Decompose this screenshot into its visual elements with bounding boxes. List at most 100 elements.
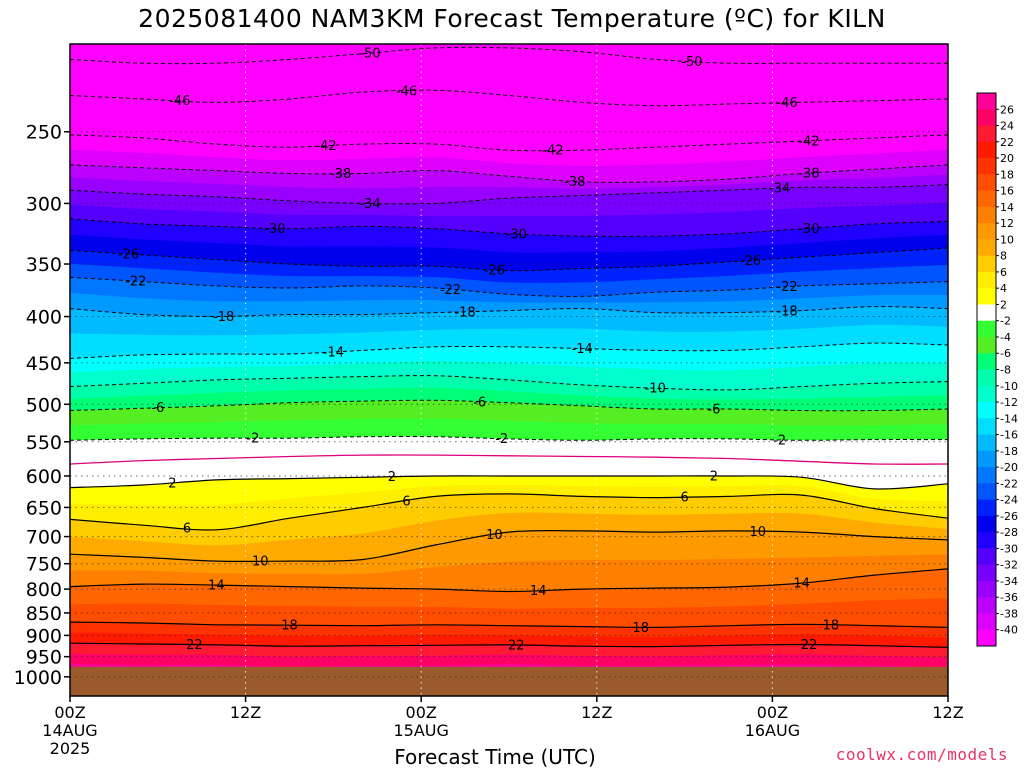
isotherm-label--38: -38 xyxy=(564,175,585,190)
isotherm-label--2: -2 xyxy=(246,432,259,447)
isotherm-label--46: -46 xyxy=(396,85,417,100)
x-tick-label: 00Z xyxy=(757,703,788,722)
isotherm-label-text: 14 xyxy=(793,577,810,592)
isotherm-label-22: 22 xyxy=(801,638,818,653)
isotherm-18 xyxy=(70,621,948,629)
isotherm-label-text: -18 xyxy=(776,304,797,319)
isotherm-label-text: -6 xyxy=(707,402,720,417)
colorbar-label: -16 xyxy=(1000,429,1018,442)
isotherm-label-text: 18 xyxy=(632,621,649,636)
x-tick-label: 15AUG xyxy=(393,721,448,740)
ground-fill xyxy=(70,666,948,696)
isotherm-label--26: -26 xyxy=(118,248,139,263)
colorbar-label: -14 xyxy=(1000,412,1018,425)
isotherm-label-text: -30 xyxy=(506,227,527,242)
colorbar-swatch xyxy=(977,532,996,549)
isotherm-label-text: -14 xyxy=(323,345,344,360)
isotherm-label--30: -30 xyxy=(506,227,527,242)
colorbar-swatch xyxy=(977,467,996,484)
isotherm-label-10: 10 xyxy=(252,555,269,570)
colorbar-swatch xyxy=(977,93,996,110)
isotherm-label-text: 6 xyxy=(680,491,688,506)
colorbar-swatch xyxy=(977,483,996,501)
colorbar-label: -36 xyxy=(1000,591,1018,604)
x-tick-label: 14AUG xyxy=(42,721,97,740)
isotherm-label-text: -26 xyxy=(118,248,139,263)
chart-title: 2025081400 NAM3KM Forecast Temperature (… xyxy=(138,4,886,33)
isotherm-label--26: -26 xyxy=(484,263,505,278)
isotherm-label--50: -50 xyxy=(359,47,380,62)
colorbar-label: -30 xyxy=(1000,542,1018,555)
colorbar-swatch xyxy=(977,255,996,273)
colorbar-label: -24 xyxy=(1000,494,1018,507)
isotherm-label--2: -2 xyxy=(773,433,786,448)
colorbar-swatch xyxy=(977,271,996,289)
colorbar-swatch xyxy=(977,629,996,647)
isotherm-label--34: -34 xyxy=(769,182,790,197)
x-tick-label: 2025 xyxy=(50,739,91,758)
isotherm-label-10: 10 xyxy=(749,525,766,540)
colorbar-swatch xyxy=(977,353,996,370)
colorbar-label: -18 xyxy=(1000,445,1018,458)
colorbar-swatch xyxy=(977,336,996,354)
y-axis: 2503003504004505005506006507007508008509… xyxy=(14,122,70,689)
isotherm-label-layer: -50 -50 -46 -46 -46 -42 -42 -42 -38 -38 -38 -34 -34 -… xyxy=(118,47,839,654)
isotherm-label-18: 18 xyxy=(632,621,649,636)
isotherm-label--22: -22 xyxy=(125,275,146,290)
isotherm-label-text: 2 xyxy=(710,469,718,484)
y-tick-label: 900 xyxy=(26,625,62,647)
isotherm-label--14: -14 xyxy=(572,342,593,357)
colorbar-label: 2 xyxy=(1000,298,1007,311)
isotherm-label-text: -46 xyxy=(396,85,417,100)
isotherm-label-2: 2 xyxy=(388,470,396,485)
isotherm-label-text: 6 xyxy=(402,494,410,509)
isotherm-label-18: 18 xyxy=(281,619,298,634)
colorbar-label: 20 xyxy=(1000,152,1014,165)
isotherm-label-text: 22 xyxy=(508,639,525,654)
ground-layer xyxy=(70,666,948,696)
y-tick-label: 850 xyxy=(26,603,62,625)
y-tick-label: 950 xyxy=(26,647,62,669)
isotherm-label--22: -22 xyxy=(440,283,461,298)
x-axis-label: Forecast Time (UTC) xyxy=(394,745,596,769)
colorbar-label: -8 xyxy=(1000,364,1011,377)
colorbar-label: 6 xyxy=(1000,266,1007,279)
isotherm-label-text: -26 xyxy=(484,263,505,278)
isotherm-label--6: -6 xyxy=(151,401,164,416)
credit-text[interactable]: coolwx.com/models xyxy=(835,745,1008,764)
isotherm-label-text: -46 xyxy=(776,96,797,111)
isotherm-label-text: 10 xyxy=(749,525,766,540)
isotherm-label-text: -38 xyxy=(330,167,351,182)
isotherm-label-text: -10 xyxy=(645,382,666,397)
colorbar-label: 14 xyxy=(1000,201,1014,214)
colorbar: 26 24 22 20 18 16 14 12 10 8 6 4 2 -2 -4 -6 -8 -10 -12 -14 -… xyxy=(976,92,1018,647)
isotherm-label--30: -30 xyxy=(264,222,285,237)
colorbar-label: 4 xyxy=(1000,282,1007,295)
isotherm-label-text: -42 xyxy=(542,144,563,159)
colorbar-label: -2 xyxy=(1000,315,1011,328)
isotherm-label-text: 10 xyxy=(486,528,503,543)
y-tick-label: 700 xyxy=(26,527,62,549)
colorbar-label: -4 xyxy=(1000,331,1011,344)
isotherm-label-text: 22 xyxy=(186,638,203,653)
isotherm-label-22: 22 xyxy=(186,638,203,653)
x-tick-label: 12Z xyxy=(230,703,261,722)
isotherm-label-text: -2 xyxy=(773,433,786,448)
isotherm-label-text: 14 xyxy=(208,579,225,594)
isotherm-label-text: -22 xyxy=(776,280,797,295)
isotherm-label--34: -34 xyxy=(359,197,380,212)
isotherm-label-2: 2 xyxy=(168,476,176,491)
isotherm-label--42: -42 xyxy=(542,144,563,159)
x-tick-label: 12Z xyxy=(932,703,963,722)
isotherm-label-text: 10 xyxy=(252,555,269,570)
colorbar-label: -22 xyxy=(1000,477,1018,490)
isotherm-label-6: 6 xyxy=(680,491,688,506)
isotherm-label-text: -42 xyxy=(798,134,819,149)
colorbar-label: 8 xyxy=(1000,250,1007,263)
colorbar-swatch xyxy=(977,450,996,468)
colorbar-label: 10 xyxy=(1000,233,1014,246)
y-tick-label: 450 xyxy=(26,353,62,375)
colorbar-label: -32 xyxy=(1000,559,1018,572)
